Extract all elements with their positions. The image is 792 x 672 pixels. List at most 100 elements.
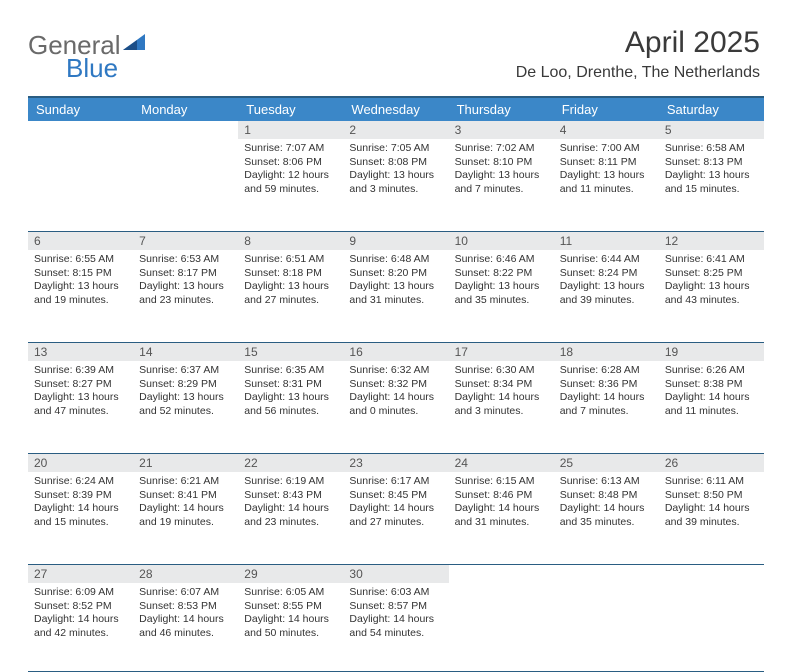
sunrise-line: Sunrise: 7:05 AM xyxy=(349,142,442,156)
day-number: 16 xyxy=(343,343,448,361)
sunset-line: Sunset: 8:18 PM xyxy=(244,267,337,281)
daylight-line: Daylight: 13 hours and 47 minutes. xyxy=(34,391,127,418)
day-number: 12 xyxy=(659,232,764,250)
daylight-line: Daylight: 13 hours and 23 minutes. xyxy=(139,280,232,307)
day-number: 11 xyxy=(554,232,659,250)
sunrise-line: Sunrise: 6:26 AM xyxy=(665,364,758,378)
sunset-line: Sunset: 8:29 PM xyxy=(139,378,232,392)
daylight-line: Daylight: 14 hours and 7 minutes. xyxy=(560,391,653,418)
daylight-line: Daylight: 13 hours and 19 minutes. xyxy=(34,280,127,307)
day-number: 26 xyxy=(659,454,764,472)
daylight-line: Daylight: 14 hours and 50 minutes. xyxy=(244,613,337,640)
sunset-line: Sunset: 8:34 PM xyxy=(455,378,548,392)
sunset-line: Sunset: 8:52 PM xyxy=(34,600,127,614)
sunrise-line: Sunrise: 6:35 AM xyxy=(244,364,337,378)
calendar-body: 1Sunrise: 7:07 AMSunset: 8:06 PMDaylight… xyxy=(28,121,764,672)
sunset-line: Sunset: 8:20 PM xyxy=(349,267,442,281)
daylight-line: Daylight: 14 hours and 46 minutes. xyxy=(139,613,232,640)
day-number: 27 xyxy=(28,565,133,583)
daylight-line: Daylight: 14 hours and 35 minutes. xyxy=(560,502,653,529)
sunrise-line: Sunrise: 6:46 AM xyxy=(455,253,548,267)
calendar-day-cell: 9Sunrise: 6:48 AMSunset: 8:20 PMDaylight… xyxy=(343,232,448,343)
daylight-line: Daylight: 13 hours and 3 minutes. xyxy=(349,169,442,196)
day-details: Sunrise: 6:19 AMSunset: 8:43 PMDaylight:… xyxy=(238,472,343,564)
sunrise-line: Sunrise: 6:21 AM xyxy=(139,475,232,489)
calendar-week-row: 20Sunrise: 6:24 AMSunset: 8:39 PMDayligh… xyxy=(28,454,764,565)
day-details: Sunrise: 6:05 AMSunset: 8:55 PMDaylight:… xyxy=(238,583,343,671)
day-number: 1 xyxy=(238,121,343,139)
calendar-empty-cell xyxy=(133,121,238,232)
day-number: 6 xyxy=(28,232,133,250)
day-number: 18 xyxy=(554,343,659,361)
sunset-line: Sunset: 8:25 PM xyxy=(665,267,758,281)
sunset-line: Sunset: 8:11 PM xyxy=(560,156,653,170)
sunset-line: Sunset: 8:41 PM xyxy=(139,489,232,503)
calendar-day-cell: 3Sunrise: 7:02 AMSunset: 8:10 PMDaylight… xyxy=(449,121,554,232)
sunset-line: Sunset: 8:31 PM xyxy=(244,378,337,392)
sunset-line: Sunset: 8:22 PM xyxy=(455,267,548,281)
daylight-line: Daylight: 14 hours and 23 minutes. xyxy=(244,502,337,529)
day-number: 22 xyxy=(238,454,343,472)
sunrise-line: Sunrise: 6:28 AM xyxy=(560,364,653,378)
sunrise-line: Sunrise: 6:32 AM xyxy=(349,364,442,378)
logo-word-blue: Blue xyxy=(66,53,118,83)
calendar-day-cell: 29Sunrise: 6:05 AMSunset: 8:55 PMDayligh… xyxy=(238,565,343,672)
sunset-line: Sunset: 8:45 PM xyxy=(349,489,442,503)
sunrise-line: Sunrise: 6:41 AM xyxy=(665,253,758,267)
day-details: Sunrise: 6:35 AMSunset: 8:31 PMDaylight:… xyxy=(238,361,343,453)
calendar-day-cell: 11Sunrise: 6:44 AMSunset: 8:24 PMDayligh… xyxy=(554,232,659,343)
calendar-day-cell: 12Sunrise: 6:41 AMSunset: 8:25 PMDayligh… xyxy=(659,232,764,343)
sunrise-line: Sunrise: 6:05 AM xyxy=(244,586,337,600)
sunset-line: Sunset: 8:36 PM xyxy=(560,378,653,392)
day-number: 24 xyxy=(449,454,554,472)
sunrise-line: Sunrise: 6:13 AM xyxy=(560,475,653,489)
day-details: Sunrise: 6:30 AMSunset: 8:34 PMDaylight:… xyxy=(449,361,554,453)
calendar-day-cell: 5Sunrise: 6:58 AMSunset: 8:13 PMDaylight… xyxy=(659,121,764,232)
day-number: 4 xyxy=(554,121,659,139)
daylight-line: Daylight: 14 hours and 0 minutes. xyxy=(349,391,442,418)
day-number: 7 xyxy=(133,232,238,250)
day-details: Sunrise: 6:44 AMSunset: 8:24 PMDaylight:… xyxy=(554,250,659,342)
sunrise-line: Sunrise: 6:51 AM xyxy=(244,253,337,267)
day-details: Sunrise: 6:15 AMSunset: 8:46 PMDaylight:… xyxy=(449,472,554,564)
calendar-day-cell: 14Sunrise: 6:37 AMSunset: 8:29 PMDayligh… xyxy=(133,343,238,454)
sunrise-line: Sunrise: 7:00 AM xyxy=(560,142,653,156)
day-number: 21 xyxy=(133,454,238,472)
calendar-day-cell: 4Sunrise: 7:00 AMSunset: 8:11 PMDaylight… xyxy=(554,121,659,232)
day-number: 15 xyxy=(238,343,343,361)
calendar-day-cell: 27Sunrise: 6:09 AMSunset: 8:52 PMDayligh… xyxy=(28,565,133,672)
sunrise-line: Sunrise: 6:07 AM xyxy=(139,586,232,600)
day-details: Sunrise: 6:26 AMSunset: 8:38 PMDaylight:… xyxy=(659,361,764,453)
day-details: Sunrise: 6:17 AMSunset: 8:45 PMDaylight:… xyxy=(343,472,448,564)
calendar-day-cell: 25Sunrise: 6:13 AMSunset: 8:48 PMDayligh… xyxy=(554,454,659,565)
location-subtitle: De Loo, Drenthe, The Netherlands xyxy=(516,64,760,82)
sunrise-line: Sunrise: 6:48 AM xyxy=(349,253,442,267)
sunset-line: Sunset: 8:27 PM xyxy=(34,378,127,392)
day-details: Sunrise: 6:09 AMSunset: 8:52 PMDaylight:… xyxy=(28,583,133,671)
sunrise-line: Sunrise: 6:44 AM xyxy=(560,253,653,267)
logo: General Blue xyxy=(28,30,145,92)
calendar-week-row: 1Sunrise: 7:07 AMSunset: 8:06 PMDaylight… xyxy=(28,121,764,232)
calendar-day-cell: 20Sunrise: 6:24 AMSunset: 8:39 PMDayligh… xyxy=(28,454,133,565)
calendar-day-cell: 28Sunrise: 6:07 AMSunset: 8:53 PMDayligh… xyxy=(133,565,238,672)
day-number: 2 xyxy=(343,121,448,139)
day-number: 19 xyxy=(659,343,764,361)
sunset-line: Sunset: 8:48 PM xyxy=(560,489,653,503)
sunset-line: Sunset: 8:46 PM xyxy=(455,489,548,503)
logo-triangle-icon xyxy=(123,34,145,55)
header-right: April 2025 De Loo, Drenthe, The Netherla… xyxy=(516,26,760,82)
sunrise-line: Sunrise: 6:37 AM xyxy=(139,364,232,378)
sunset-line: Sunset: 8:15 PM xyxy=(34,267,127,281)
sunrise-line: Sunrise: 6:17 AM xyxy=(349,475,442,489)
day-details: Sunrise: 7:05 AMSunset: 8:08 PMDaylight:… xyxy=(343,139,448,231)
calendar-table: SundayMondayTuesdayWednesdayThursdayFrid… xyxy=(28,96,764,672)
calendar-day-cell: 18 Sunrise: 6:28 AMSunset: 8:36 PMDayligh… xyxy=(554,343,659,454)
sunrise-line: Sunrise: 6:58 AM xyxy=(665,142,758,156)
day-number: 8 xyxy=(238,232,343,250)
sunrise-line: Sunrise: 6:09 AM xyxy=(34,586,127,600)
sunset-line: Sunset: 8:57 PM xyxy=(349,600,442,614)
day-number: 17 xyxy=(449,343,554,361)
sunset-line: Sunset: 8:50 PM xyxy=(665,489,758,503)
day-number: 13 xyxy=(28,343,133,361)
day-details: Sunrise: 6:32 AMSunset: 8:32 PMDaylight:… xyxy=(343,361,448,453)
